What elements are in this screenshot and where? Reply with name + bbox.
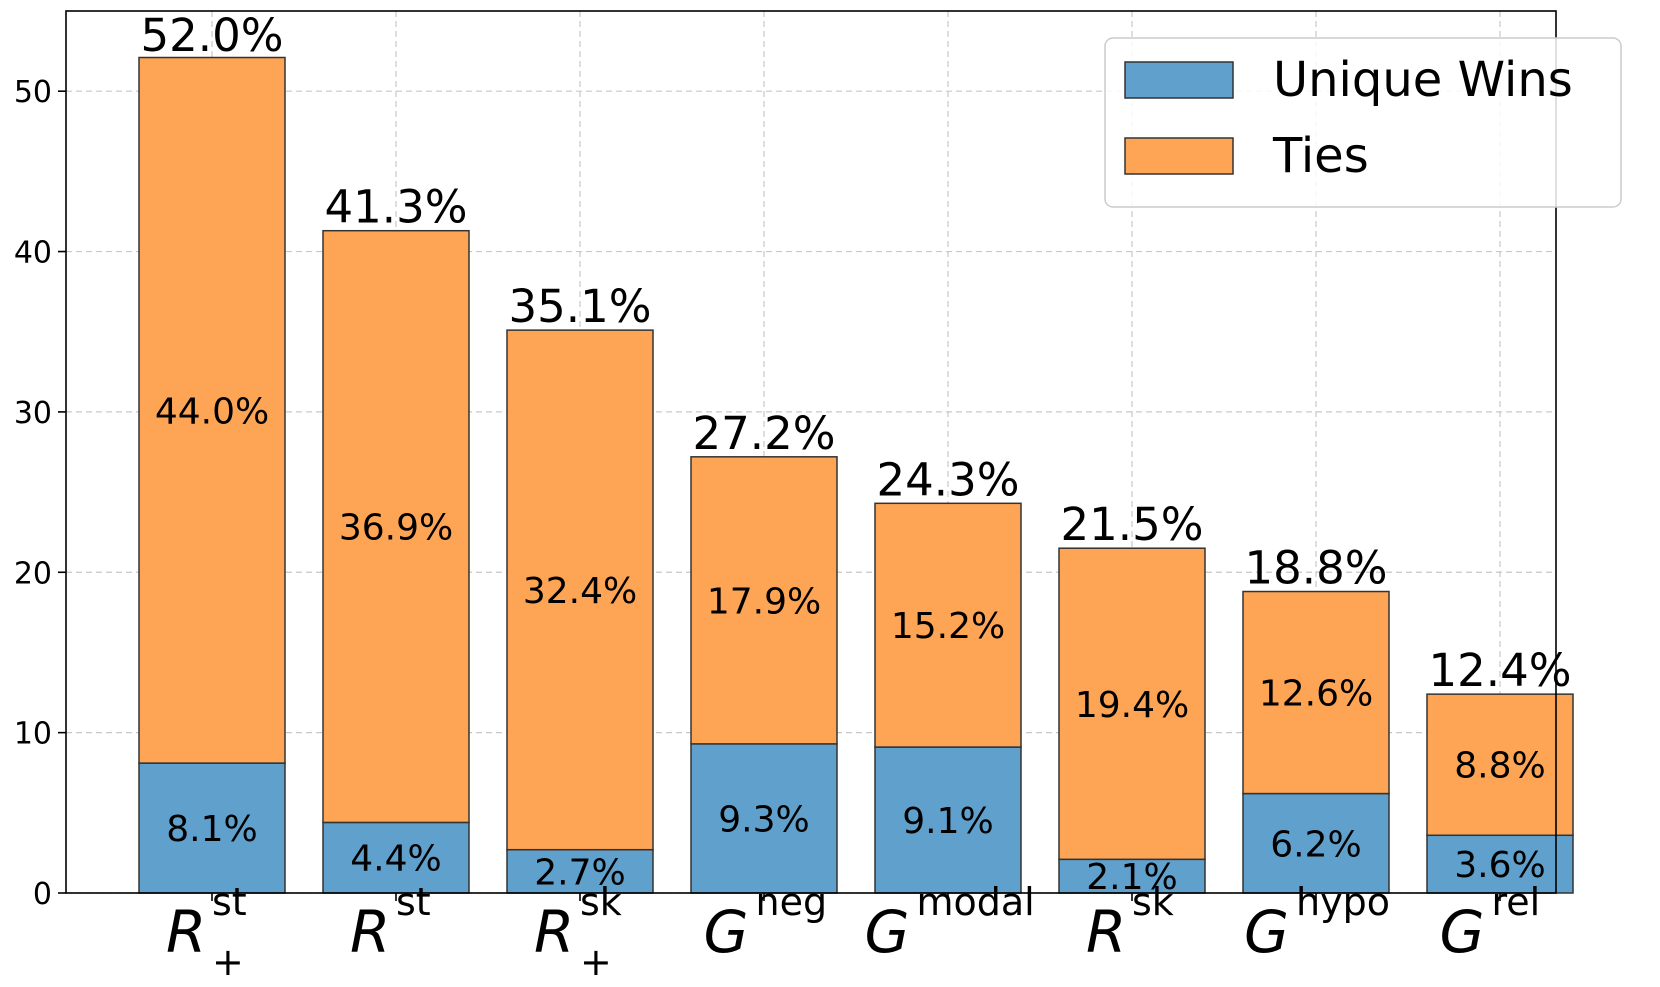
bar-unique-wins: [874, 746, 1022, 894]
data-label-unique-wins: 4.4%: [350, 839, 441, 880]
x-tick-label-base: R: [350, 898, 390, 966]
total-label: 18.8%: [1245, 542, 1388, 595]
x-tick-label-base: R: [534, 898, 574, 966]
y-tick-label: 20: [14, 556, 52, 591]
total-label: 41.3%: [325, 181, 468, 234]
bar-ties: [1058, 547, 1206, 861]
data-label-unique-wins: 2.7%: [534, 852, 625, 893]
legend: Unique Wins Ties: [1104, 37, 1622, 208]
y-tick-label: 50: [14, 75, 52, 110]
x-tick-label-base: G: [1440, 898, 1485, 966]
bar-ties: [874, 502, 1022, 748]
bar-ties: [690, 456, 838, 745]
x-tick-label-sup: rel: [1492, 880, 1541, 924]
legend-swatch-ties: [1124, 137, 1234, 175]
data-label-ties: 17.9%: [707, 581, 821, 622]
plot-frame: [65, 10, 1557, 894]
bar-layer: [138, 56, 1574, 894]
x-tick-label-sup: st: [396, 880, 431, 924]
bar-unique-wins: [1426, 834, 1574, 894]
legend-box: [1104, 37, 1622, 208]
total-label: 52.0%: [141, 9, 284, 62]
total-label: 12.4%: [1429, 644, 1572, 697]
y-tick-label: 30: [14, 396, 52, 431]
x-tick-label-sup: neg: [756, 880, 828, 924]
data-label-ties: 32.4%: [523, 571, 637, 612]
x-tick-label-sup: sk: [1132, 880, 1174, 924]
bar-unique-wins: [1058, 858, 1206, 894]
data-label-unique-wins: 9.3%: [718, 799, 809, 840]
data-label-unique-wins: 6.2%: [1270, 824, 1361, 865]
x-tick-label-base: G: [704, 898, 749, 966]
x-tick-label-sub: +: [580, 940, 612, 984]
bar-unique-wins: [690, 743, 838, 894]
x-tick-label-base: R: [1086, 898, 1126, 966]
x-tick-label-base: G: [1244, 898, 1289, 966]
x-tick-label-base: R: [166, 898, 206, 966]
bar-ties: [138, 56, 286, 764]
data-label-unique-wins: 2.1%: [1086, 857, 1177, 898]
data-label-ties: 8.8%: [1454, 746, 1545, 787]
legend-label-unique-wins: Unique Wins: [1273, 52, 1573, 108]
total-label: 35.1%: [509, 280, 652, 333]
x-tick-label-sub: +: [212, 940, 244, 984]
legend-swatch-unique-wins: [1124, 61, 1234, 99]
total-label: 27.2%: [693, 407, 836, 460]
data-label-ties: 12.6%: [1259, 674, 1373, 715]
y-axis: 0 10 20 30 40 50: [14, 75, 66, 912]
data-label-ties: 19.4%: [1075, 685, 1189, 726]
data-label-ties: 44.0%: [155, 391, 269, 432]
data-label-unique-wins: 3.6%: [1454, 845, 1545, 886]
data-label-ties: 36.9%: [339, 508, 453, 549]
y-tick-label: 0: [33, 877, 52, 912]
x-tick-label-sup: modal: [917, 880, 1035, 924]
bar-ties: [322, 229, 470, 824]
bar-ties: [1426, 693, 1574, 837]
x-tick-label-sup: sk: [580, 880, 622, 924]
bar-ties: [1242, 590, 1390, 795]
legend-label-ties: Ties: [1272, 128, 1369, 184]
y-tick-label: 40: [14, 236, 52, 271]
data-label-unique-wins: 8.1%: [166, 809, 257, 850]
segment-label-layer: 8.1% 44.0% 4.4% 36.9% 2.7% 32.4% 9.3% 17.9% 9.1%…: [155, 391, 1546, 898]
y-tick-label: 10: [14, 717, 52, 752]
x-tick-label-sup: st: [212, 880, 247, 924]
x-tick-label-base: G: [865, 898, 910, 966]
x-tick-label-sup: hypo: [1296, 880, 1390, 924]
total-label: 21.5%: [1061, 498, 1204, 551]
total-label: 24.3%: [877, 453, 1020, 506]
data-label-unique-wins: 9.1%: [902, 801, 993, 842]
bar-ties: [506, 329, 654, 851]
total-label-layer: 52.0% 41.3% 35.1% 27.2% 24.3% 21.5% 18.8% 12.4%: [141, 9, 1572, 697]
data-label-ties: 15.2%: [891, 606, 1005, 647]
bar-unique-wins: [1242, 792, 1390, 894]
